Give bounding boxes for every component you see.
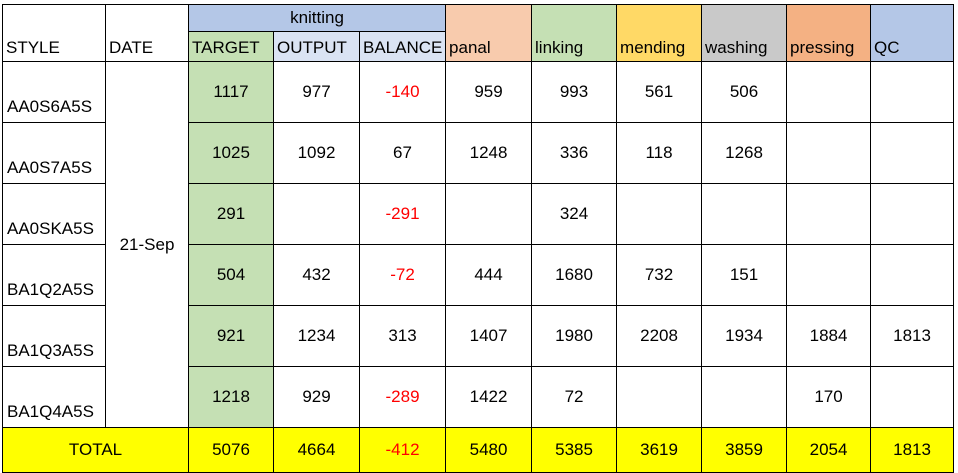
table-row: BA1Q4A5S 1218 929 -289 1422 72 170	[2, 366, 955, 428]
mending-cell: 732	[616, 244, 703, 306]
mending-cell: 2208	[616, 305, 703, 367]
total-balance: -412	[358, 427, 447, 473]
target-cell: 921	[188, 305, 274, 367]
washing-cell: 1268	[701, 122, 788, 184]
qc-header-top	[870, 4, 955, 32]
qc-cell	[870, 244, 955, 306]
mending-cell: 118	[616, 122, 703, 184]
target-cell: 291	[188, 183, 274, 245]
style-cell: BA1Q3A5S	[2, 305, 106, 367]
total-qc: 1813	[870, 427, 955, 473]
target-header: TARGET	[188, 31, 274, 62]
linking-header-top	[531, 4, 618, 32]
qc-cell	[870, 366, 955, 428]
qc-header: QC	[870, 31, 955, 62]
table-row: BA1Q3A5S 921 1234 313 1407 1980 2208 193…	[2, 305, 955, 367]
pressing-header-top	[786, 4, 872, 32]
pressing-cell	[786, 122, 872, 184]
linking-cell: 993	[531, 61, 618, 123]
total-mending: 3619	[616, 427, 703, 473]
panal-header-top	[445, 4, 533, 32]
pressing-header: pressing	[786, 31, 872, 62]
panal-cell: 1422	[445, 366, 533, 428]
panal-cell	[445, 183, 533, 245]
washing-cell: 506	[701, 61, 788, 123]
knitting-header: knitting	[187, 4, 447, 32]
date-header: DATE	[105, 31, 189, 62]
panal-cell: 444	[445, 244, 533, 306]
balance-cell: -291	[358, 183, 447, 245]
table-row: AA0S6A5S 21-Sep 1117 977 -140 959 993 56…	[2, 61, 955, 428]
panal-cell: 1407	[445, 305, 533, 367]
date-header-top	[105, 4, 189, 32]
qc-cell	[870, 122, 955, 184]
qc-cell	[870, 61, 955, 123]
qc-cell: 1813	[870, 305, 955, 367]
balance-cell: -289	[358, 366, 447, 428]
output-cell: 1234	[273, 305, 360, 367]
pressing-cell	[786, 61, 872, 123]
total-washing: 3859	[701, 427, 788, 473]
table-row: BA1Q2A5S 504 432 -72 444 1680 732 151	[2, 244, 955, 306]
washing-cell	[701, 183, 788, 245]
style-header-top	[2, 4, 106, 32]
style-cell: AA0S7A5S	[2, 122, 106, 184]
washing-header-top	[701, 4, 788, 32]
linking-cell: 324	[531, 183, 618, 245]
balance-cell: -72	[358, 244, 447, 306]
total-output: 4664	[273, 427, 360, 473]
output-cell: 1092	[273, 122, 360, 184]
balance-cell: 67	[358, 122, 447, 184]
total-label: TOTAL	[2, 427, 189, 473]
table-row: AA0SKA5S 291 -291 324	[2, 183, 955, 245]
output-cell: 977	[273, 61, 360, 123]
output-header: OUTPUT	[273, 31, 360, 62]
mending-cell: 561	[616, 61, 703, 123]
balance-cell: 313	[358, 305, 447, 367]
pressing-cell	[786, 244, 872, 306]
total-target: 5076	[188, 427, 274, 473]
table-row: AA0S7A5S 1025 1092 67 1248 336 118 1268	[2, 122, 955, 184]
mending-header: mending	[616, 31, 703, 62]
washing-cell: 151	[701, 244, 788, 306]
date-cell: 21-Sep	[105, 61, 189, 428]
total-pressing: 2054	[786, 427, 872, 473]
linking-cell: 1980	[531, 305, 618, 367]
total-row: TOTAL 5076 4664 -412 5480 5385 3619 3859…	[2, 427, 955, 473]
pressing-cell: 1884	[786, 305, 872, 367]
output-cell	[273, 183, 360, 245]
washing-cell	[701, 366, 788, 428]
target-cell: 1218	[188, 366, 274, 428]
total-linking: 5385	[531, 427, 618, 473]
style-cell: AA0SKA5S	[2, 183, 106, 245]
pressing-cell: 170	[786, 366, 872, 428]
washing-header: washing	[701, 31, 788, 62]
mending-cell	[616, 183, 703, 245]
linking-cell: 1680	[531, 244, 618, 306]
balance-cell: -140	[358, 61, 447, 123]
target-cell: 1025	[188, 122, 274, 184]
washing-cell: 1934	[701, 305, 788, 367]
mending-cell	[616, 366, 703, 428]
linking-cell: 336	[531, 122, 618, 184]
panal-cell: 959	[445, 61, 533, 123]
output-cell: 432	[273, 244, 360, 306]
style-cell: BA1Q2A5S	[2, 244, 106, 306]
linking-header: linking	[531, 31, 618, 62]
style-cell: BA1Q4A5S	[2, 366, 106, 428]
panal-header: panal	[445, 31, 533, 62]
target-cell: 1117	[188, 61, 274, 123]
pressing-cell	[786, 183, 872, 245]
mending-header-top	[616, 4, 703, 32]
target-cell: 504	[188, 244, 274, 306]
linking-cell: 72	[531, 366, 618, 428]
style-cell: AA0S6A5S	[2, 61, 106, 123]
style-header: STYLE	[2, 31, 106, 62]
panal-cell: 1248	[445, 122, 533, 184]
output-cell: 929	[273, 366, 360, 428]
balance-header: BALANCE	[358, 31, 447, 62]
qc-cell	[870, 183, 955, 245]
total-panal: 5480	[445, 427, 533, 473]
production-table: knitting STYLE DATE TARGET OUTPUT BALANC…	[2, 4, 955, 473]
